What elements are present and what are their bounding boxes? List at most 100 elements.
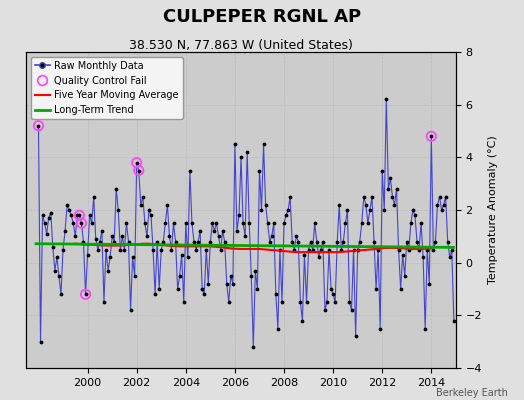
Point xyxy=(362,202,370,208)
Point xyxy=(327,286,335,292)
Point xyxy=(171,238,180,245)
Point xyxy=(397,286,405,292)
Point xyxy=(429,246,438,253)
Point xyxy=(280,220,288,226)
Point xyxy=(370,238,378,245)
Point xyxy=(106,254,114,261)
Point xyxy=(61,228,69,234)
Point xyxy=(445,254,454,261)
Point xyxy=(42,230,51,237)
Y-axis label: Temperature Anomaly (°C): Temperature Anomaly (°C) xyxy=(488,136,498,284)
Point xyxy=(284,207,292,213)
Point xyxy=(372,286,380,292)
Point xyxy=(135,167,143,174)
Point xyxy=(386,175,395,182)
Point xyxy=(212,220,221,226)
Point xyxy=(225,299,233,305)
Point xyxy=(145,207,153,213)
Point xyxy=(392,186,401,192)
Point xyxy=(96,238,104,245)
Point xyxy=(440,202,448,208)
Point xyxy=(435,194,444,200)
Point xyxy=(325,246,333,253)
Point xyxy=(40,220,49,226)
Point xyxy=(304,246,313,253)
Point xyxy=(161,220,170,226)
Point xyxy=(384,186,392,192)
Point xyxy=(216,246,225,253)
Point xyxy=(149,246,157,253)
Point xyxy=(159,238,168,245)
Point xyxy=(176,273,184,279)
Point xyxy=(167,246,176,253)
Point xyxy=(355,238,364,245)
Point xyxy=(180,299,188,305)
Point xyxy=(335,202,343,208)
Point xyxy=(65,207,73,213)
Point xyxy=(102,246,110,253)
Point xyxy=(413,238,421,245)
Point xyxy=(425,280,433,287)
Point xyxy=(143,233,151,240)
Point xyxy=(75,212,84,218)
Point xyxy=(83,252,92,258)
Point xyxy=(331,299,340,305)
Point xyxy=(182,220,190,226)
Point xyxy=(405,246,413,253)
Point xyxy=(157,246,166,253)
Point xyxy=(147,212,155,218)
Point xyxy=(274,325,282,332)
Point xyxy=(38,212,47,218)
Point xyxy=(333,238,342,245)
Point xyxy=(433,202,442,208)
Point xyxy=(329,291,337,298)
Point xyxy=(427,133,435,140)
Point xyxy=(302,299,311,305)
Point xyxy=(120,246,128,253)
Point xyxy=(345,299,354,305)
Point xyxy=(226,273,235,279)
Point xyxy=(411,212,419,218)
Point xyxy=(323,299,331,305)
Point xyxy=(200,291,209,298)
Point xyxy=(228,280,237,287)
Point xyxy=(311,220,319,226)
Point xyxy=(245,220,254,226)
Point xyxy=(75,212,84,218)
Point xyxy=(34,122,42,129)
Point xyxy=(69,220,78,226)
Point xyxy=(268,233,276,240)
Point xyxy=(237,154,245,160)
Point xyxy=(221,238,229,245)
Point xyxy=(49,244,57,250)
Point xyxy=(251,267,259,274)
Point xyxy=(319,238,327,245)
Point xyxy=(243,149,252,155)
Point xyxy=(178,252,186,258)
Point xyxy=(282,212,290,218)
Point xyxy=(380,207,388,213)
Point xyxy=(173,286,182,292)
Point xyxy=(81,291,90,298)
Point xyxy=(378,167,386,174)
Point xyxy=(185,167,194,174)
Point xyxy=(155,286,163,292)
Point xyxy=(359,194,368,200)
Point xyxy=(126,307,135,313)
Point xyxy=(92,236,100,242)
Point xyxy=(431,238,440,245)
Point xyxy=(364,220,372,226)
Point xyxy=(97,228,106,234)
Point xyxy=(63,202,71,208)
Point xyxy=(357,220,366,226)
Point xyxy=(376,325,385,332)
Point xyxy=(241,233,249,240)
Point xyxy=(135,167,143,174)
Point xyxy=(163,202,171,208)
Point xyxy=(153,238,161,245)
Point xyxy=(183,254,192,261)
Point xyxy=(415,246,423,253)
Point xyxy=(81,291,90,298)
Point xyxy=(438,207,446,213)
Point xyxy=(266,238,274,245)
